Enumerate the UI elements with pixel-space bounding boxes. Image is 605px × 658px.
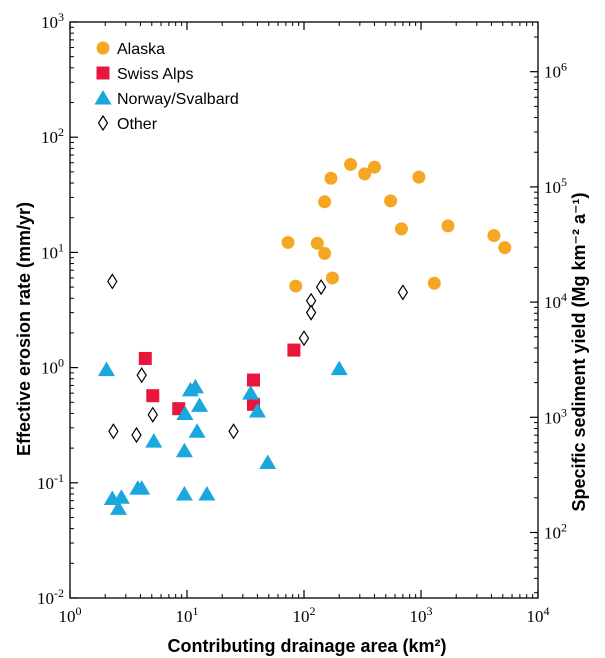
x-tick-label: 104 xyxy=(527,604,550,626)
legend-label-other: Other xyxy=(117,116,158,133)
y-tick-label: 102 xyxy=(41,125,64,147)
y2-axis-title: Specific sediment yield (Mg km⁻² a⁻¹) xyxy=(569,192,589,511)
point-alaska xyxy=(412,170,426,184)
point-alaska xyxy=(441,219,455,233)
point-other xyxy=(315,278,327,296)
point-norway-svalbard xyxy=(110,500,128,515)
y-tick-label: 100 xyxy=(41,356,64,378)
point-alaska xyxy=(289,279,303,293)
point-other xyxy=(305,304,317,321)
point-norway-svalbard xyxy=(175,442,193,458)
x-tick-label: 102 xyxy=(293,604,316,626)
legend-label-swiss-alps: Swiss Alps xyxy=(117,66,193,83)
point-norway-svalbard xyxy=(133,480,151,495)
point-norway-svalbard xyxy=(186,378,204,394)
point-norway-svalbard xyxy=(175,485,193,501)
y-tick-label: 10-2 xyxy=(37,586,64,608)
legend-marker-alaska xyxy=(96,41,110,55)
point-other xyxy=(107,273,118,290)
legend-label-alaska: Alaska xyxy=(117,41,165,58)
point-norway-svalbard xyxy=(97,361,115,377)
point-alaska xyxy=(427,276,441,290)
axes: 100 101 102 103 104 10-2 10-1 100 101 102 103 102 10… xyxy=(37,10,567,626)
point-swiss-alps xyxy=(287,343,301,357)
point-norway-svalbard xyxy=(112,489,130,504)
y2-tick-label: 103 xyxy=(544,405,567,427)
legend-marker-swiss-alps xyxy=(96,66,110,80)
point-swiss-alps xyxy=(246,373,260,387)
point-other xyxy=(298,330,310,347)
y-axis-title: Effective erosion rate (mm/yr) xyxy=(14,202,34,456)
y2-tick-label: 106 xyxy=(544,60,567,82)
x-axis-title: Contributing drainage area (km²) xyxy=(167,636,446,656)
point-alaska xyxy=(318,195,332,209)
point-swiss-alps xyxy=(146,389,160,403)
point-alaska xyxy=(384,194,398,208)
plot-frame xyxy=(69,21,539,599)
legend-label-norway-svalbard: Norway/Svalbard xyxy=(117,91,239,108)
point-other xyxy=(147,406,158,423)
y-tick-label: 101 xyxy=(41,240,64,262)
y2-tick-label: 102 xyxy=(544,520,567,542)
y2-tick-label: 104 xyxy=(544,290,567,312)
point-norway-svalbard xyxy=(248,403,266,418)
y-tick-label: 103 xyxy=(41,10,64,32)
point-other xyxy=(397,284,409,301)
x-tick-label: 101 xyxy=(176,604,199,626)
point-other xyxy=(131,426,142,444)
point-alaska xyxy=(394,222,408,236)
legend-marker-other xyxy=(97,114,109,132)
point-norway-svalbard xyxy=(330,360,348,376)
point-alaska xyxy=(281,235,295,249)
point-norway-svalbard xyxy=(188,423,206,438)
x-tick-label: 103 xyxy=(410,604,433,626)
point-norway-svalbard xyxy=(259,454,277,470)
x-tick-label: 100 xyxy=(59,604,82,626)
y2-tick-label: 105 xyxy=(544,175,567,197)
point-norway-svalbard xyxy=(176,405,194,420)
point-alaska xyxy=(498,241,512,255)
point-alaska xyxy=(487,229,501,243)
point-other xyxy=(136,367,147,384)
point-alaska xyxy=(324,171,338,185)
point-alaska xyxy=(367,160,381,174)
point-norway-svalbard xyxy=(191,397,209,412)
point-alaska xyxy=(325,271,339,285)
data-points xyxy=(97,157,512,515)
point-alaska xyxy=(344,157,358,171)
point-norway-svalbard xyxy=(198,485,216,501)
point-norway-svalbard xyxy=(242,385,260,400)
point-alaska xyxy=(310,236,324,250)
point-norway-svalbard xyxy=(145,433,163,448)
point-other xyxy=(108,423,119,440)
point-swiss-alps xyxy=(138,351,152,365)
point-alaska xyxy=(318,246,332,260)
point-alaska xyxy=(358,167,372,181)
point-other xyxy=(228,423,239,440)
legend-marker-norway-svalbard xyxy=(94,90,112,105)
y-tick-label: 10-1 xyxy=(37,471,64,493)
legend: Alaska Swiss Alps Norway/Svalbard Other xyxy=(94,41,239,133)
